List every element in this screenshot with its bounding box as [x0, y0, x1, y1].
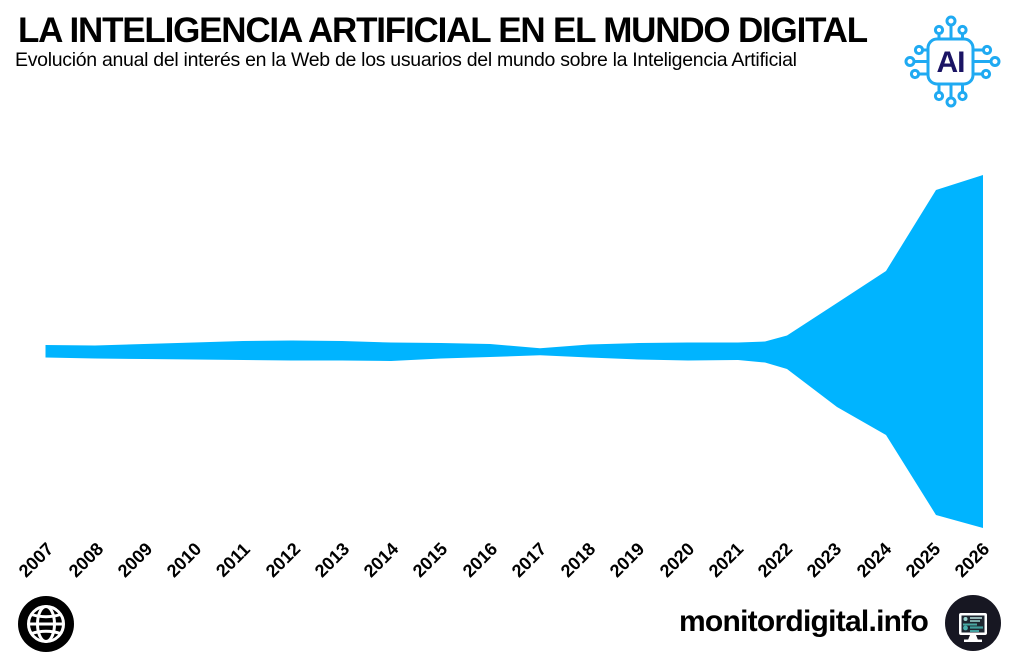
svg-text:AI: AI [937, 46, 965, 79]
